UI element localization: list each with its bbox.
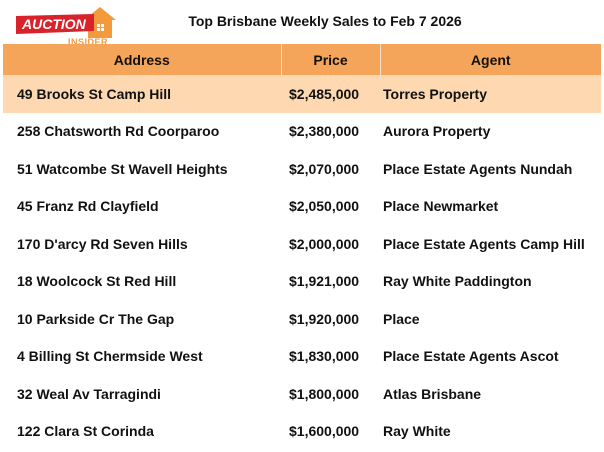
address-cell: 49 Brooks St Camp Hill	[3, 75, 281, 113]
price-cell: $1,920,000	[289, 310, 360, 327]
address-cell: 258 Chatsworth Rd Coorparoo	[17, 123, 220, 140]
table-row: 32 Weal Av Tarragindi $1,800,000 Atlas B…	[3, 375, 601, 413]
column-header-agent: Agent	[380, 44, 601, 75]
price-cell: $1,600,000	[289, 423, 360, 440]
price-cell: $2,000,000	[289, 235, 360, 252]
agent-cell: Aurora Property	[383, 123, 491, 140]
agent-cell: Place Newmarket	[383, 198, 499, 215]
sales-table: Address Price Agent 49 Brooks St Camp Hi…	[3, 44, 601, 450]
agent-cell: Ray White Paddington	[383, 273, 532, 290]
address-cell: 170 D'arcy Rd Seven Hills	[17, 235, 188, 252]
agent-cell: Place Estate Agents Camp Hill	[383, 235, 585, 252]
address-cell: 51 Watcombe St Wavell Heights	[17, 160, 228, 177]
address-cell: 45 Franz Rd Clayfield	[17, 198, 159, 215]
table-row: 49 Brooks St Camp Hill $2,485,000 Torres…	[3, 75, 601, 113]
auction-insider-logo: AUCTION INSIDER	[14, 4, 120, 48]
price-cell: $1,921,000	[289, 273, 360, 290]
table-row: 45 Franz Rd Clayfield $2,050,000 Place N…	[3, 188, 601, 226]
table-row: 170 D'arcy Rd Seven Hills $2,000,000 Pla…	[3, 225, 601, 263]
agent-cell: Place Estate Agents Nundah	[383, 160, 573, 177]
logo-word-top: AUCTION	[21, 16, 87, 32]
agent-cell: Ray White	[383, 423, 451, 440]
auction-insider-logo-graphic: AUCTION INSIDER	[16, 7, 116, 47]
agent-cell: Place	[383, 310, 420, 327]
column-header-address: Address	[3, 44, 282, 75]
price-cell: $2,380,000	[289, 123, 360, 140]
table-row: 122 Clara St Corinda $1,600,000 Ray Whit…	[3, 413, 601, 451]
price-cell: $2,070,000	[289, 160, 360, 177]
price-cell: $2,050,000	[289, 198, 360, 215]
logo-banner	[16, 14, 94, 34]
address-cell: 122 Clara St Corinda	[17, 423, 154, 440]
logo-word-bottom: INSIDER	[68, 37, 108, 47]
page-title: Top Brisbane Weekly Sales to Feb 7 2026	[188, 13, 462, 29]
price-cell: $1,830,000	[289, 348, 360, 365]
table-row: 18 Woolcock St Red Hill $1,921,000 Ray W…	[3, 263, 601, 301]
table-row: 258 Chatsworth Rd Coorparoo $2,380,000 A…	[3, 113, 601, 151]
table-header-row: Address Price Agent	[3, 44, 601, 75]
address-cell: 18 Woolcock St Red Hill	[17, 273, 177, 290]
agent-cell: Torres Property	[380, 75, 601, 113]
agent-cell: Atlas Brisbane	[383, 385, 482, 402]
address-cell: 10 Parkside Cr The Gap	[17, 310, 175, 327]
price-cell: $1,800,000	[289, 385, 360, 402]
table-row: 4 Billing St Chermside West $1,830,000 P…	[3, 338, 601, 376]
price-cell: $2,485,000	[281, 75, 380, 113]
table-row: 51 Watcombe St Wavell Heights $2,070,000…	[3, 150, 601, 188]
address-cell: 4 Billing St Chermside West	[17, 348, 203, 365]
address-cell: 32 Weal Av Tarragindi	[17, 385, 161, 402]
table-row: 10 Parkside Cr The Gap $1,920,000 Place	[3, 300, 601, 338]
column-header-price: Price	[281, 44, 381, 75]
agent-cell: Place Estate Agents Ascot	[383, 348, 559, 365]
